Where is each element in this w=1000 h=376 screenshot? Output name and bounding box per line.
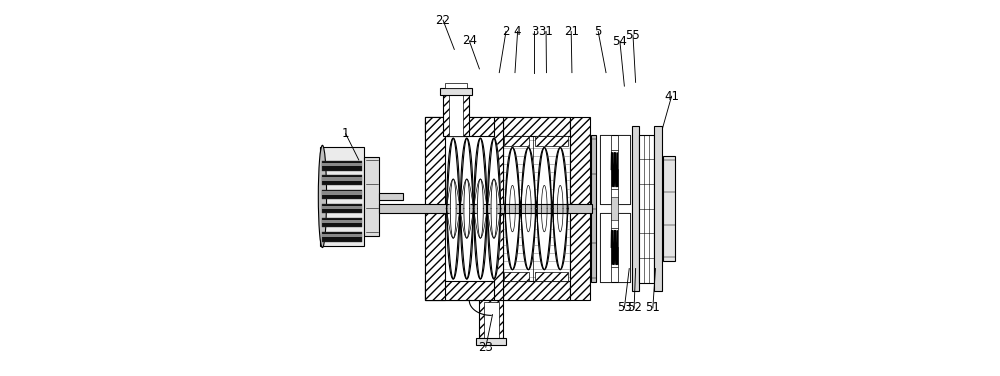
Polygon shape: [600, 135, 630, 204]
Text: 21: 21: [564, 25, 579, 38]
Polygon shape: [322, 204, 362, 213]
Text: 1: 1: [342, 127, 349, 140]
Polygon shape: [322, 191, 362, 195]
Polygon shape: [322, 161, 362, 171]
Polygon shape: [600, 213, 630, 282]
Text: 3: 3: [531, 25, 538, 38]
Polygon shape: [460, 138, 473, 279]
Polygon shape: [503, 117, 570, 136]
Polygon shape: [322, 206, 362, 209]
Text: 55: 55: [626, 29, 640, 42]
Polygon shape: [320, 147, 364, 246]
Polygon shape: [322, 190, 362, 199]
Polygon shape: [477, 179, 483, 238]
Text: 31: 31: [539, 25, 554, 38]
Polygon shape: [618, 135, 630, 204]
Polygon shape: [504, 136, 529, 146]
Polygon shape: [632, 126, 639, 291]
Text: 51: 51: [645, 302, 660, 314]
Polygon shape: [425, 281, 503, 300]
Polygon shape: [450, 179, 456, 238]
Polygon shape: [322, 177, 362, 180]
Polygon shape: [663, 156, 675, 261]
Polygon shape: [639, 135, 654, 283]
Text: 53: 53: [617, 302, 632, 314]
Polygon shape: [474, 138, 487, 279]
Polygon shape: [425, 117, 445, 300]
Text: 23: 23: [478, 341, 493, 354]
Polygon shape: [488, 138, 500, 279]
Polygon shape: [322, 175, 362, 185]
Polygon shape: [476, 338, 506, 344]
Polygon shape: [570, 117, 590, 300]
Polygon shape: [611, 197, 618, 220]
Text: 5: 5: [594, 25, 602, 38]
Polygon shape: [364, 157, 379, 236]
Polygon shape: [491, 179, 497, 238]
Polygon shape: [600, 135, 611, 204]
Polygon shape: [447, 138, 460, 279]
Text: 24: 24: [462, 34, 477, 47]
Text: 4: 4: [514, 25, 521, 38]
Ellipse shape: [318, 145, 327, 247]
Polygon shape: [494, 117, 503, 300]
Polygon shape: [443, 95, 469, 136]
Polygon shape: [553, 147, 567, 270]
Polygon shape: [503, 117, 570, 300]
Polygon shape: [479, 300, 503, 338]
Polygon shape: [505, 147, 519, 270]
Text: 52: 52: [627, 302, 642, 314]
Polygon shape: [503, 281, 570, 300]
Polygon shape: [425, 117, 503, 136]
Polygon shape: [504, 271, 529, 281]
Text: 41: 41: [664, 90, 679, 103]
Polygon shape: [379, 205, 592, 213]
Polygon shape: [521, 147, 535, 270]
Polygon shape: [322, 232, 362, 241]
Polygon shape: [618, 213, 630, 282]
Polygon shape: [322, 220, 362, 223]
Polygon shape: [322, 234, 362, 237]
Polygon shape: [535, 271, 568, 281]
Polygon shape: [322, 218, 362, 227]
Polygon shape: [654, 126, 662, 291]
Text: 54: 54: [612, 35, 627, 48]
Polygon shape: [449, 95, 463, 136]
Text: 2: 2: [502, 25, 510, 38]
Polygon shape: [535, 136, 568, 146]
Polygon shape: [591, 135, 596, 282]
Polygon shape: [322, 163, 362, 167]
Polygon shape: [379, 193, 403, 200]
Polygon shape: [484, 302, 499, 338]
Text: 22: 22: [436, 14, 451, 27]
Polygon shape: [425, 117, 503, 300]
Polygon shape: [600, 213, 611, 282]
Polygon shape: [537, 147, 551, 270]
Polygon shape: [440, 88, 472, 95]
Polygon shape: [445, 83, 467, 88]
Polygon shape: [464, 179, 470, 238]
